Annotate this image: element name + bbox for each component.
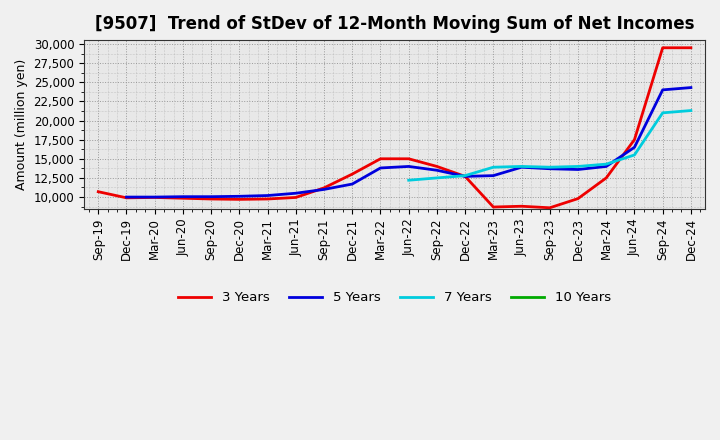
3 Years [94,189,102,194]
7 Years [630,152,639,158]
3 Years [348,172,356,177]
3 Years [630,137,639,142]
7 Years [433,175,441,180]
3 Years [376,156,384,161]
Line: 7 Years: 7 Years [409,110,691,180]
Legend: 3 Years, 5 Years, 7 Years, 10 Years: 3 Years, 5 Years, 7 Years, 10 Years [173,286,616,309]
Line: 3 Years: 3 Years [98,48,691,208]
Title: [9507]  Trend of StDev of 12-Month Moving Sum of Net Incomes: [9507] Trend of StDev of 12-Month Moving… [95,15,694,33]
3 Years [489,204,498,209]
3 Years [658,45,667,51]
3 Years [546,205,554,210]
7 Years [489,165,498,170]
3 Years [264,196,272,202]
3 Years [461,174,469,179]
3 Years [292,195,300,200]
3 Years [687,45,696,51]
5 Years [489,173,498,178]
3 Years [150,195,159,200]
3 Years [179,195,187,201]
5 Years [150,194,159,200]
5 Years [405,164,413,169]
7 Years [405,178,413,183]
5 Years [376,165,384,171]
3 Years [517,204,526,209]
7 Years [574,164,582,169]
3 Years [574,196,582,201]
7 Years [461,173,469,178]
3 Years [320,185,328,191]
5 Years [235,194,243,199]
5 Years [179,194,187,199]
3 Years [433,164,441,169]
5 Years [348,181,356,187]
5 Years [546,166,554,171]
5 Years [320,187,328,192]
Y-axis label: Amount (million yen): Amount (million yen) [15,59,28,190]
3 Years [235,197,243,202]
5 Years [122,194,131,200]
3 Years [207,196,215,202]
7 Years [658,110,667,115]
5 Years [630,145,639,150]
5 Years [461,174,469,179]
5 Years [574,167,582,172]
3 Years [122,195,131,201]
7 Years [546,165,554,170]
7 Years [602,161,611,167]
3 Years [602,175,611,180]
5 Years [517,165,526,170]
7 Years [517,164,526,169]
7 Years [687,108,696,113]
3 Years [405,156,413,161]
5 Years [602,164,611,169]
5 Years [658,87,667,92]
5 Years [207,194,215,199]
5 Years [687,85,696,90]
5 Years [264,193,272,198]
5 Years [433,168,441,173]
5 Years [292,191,300,196]
Line: 5 Years: 5 Years [127,88,691,197]
